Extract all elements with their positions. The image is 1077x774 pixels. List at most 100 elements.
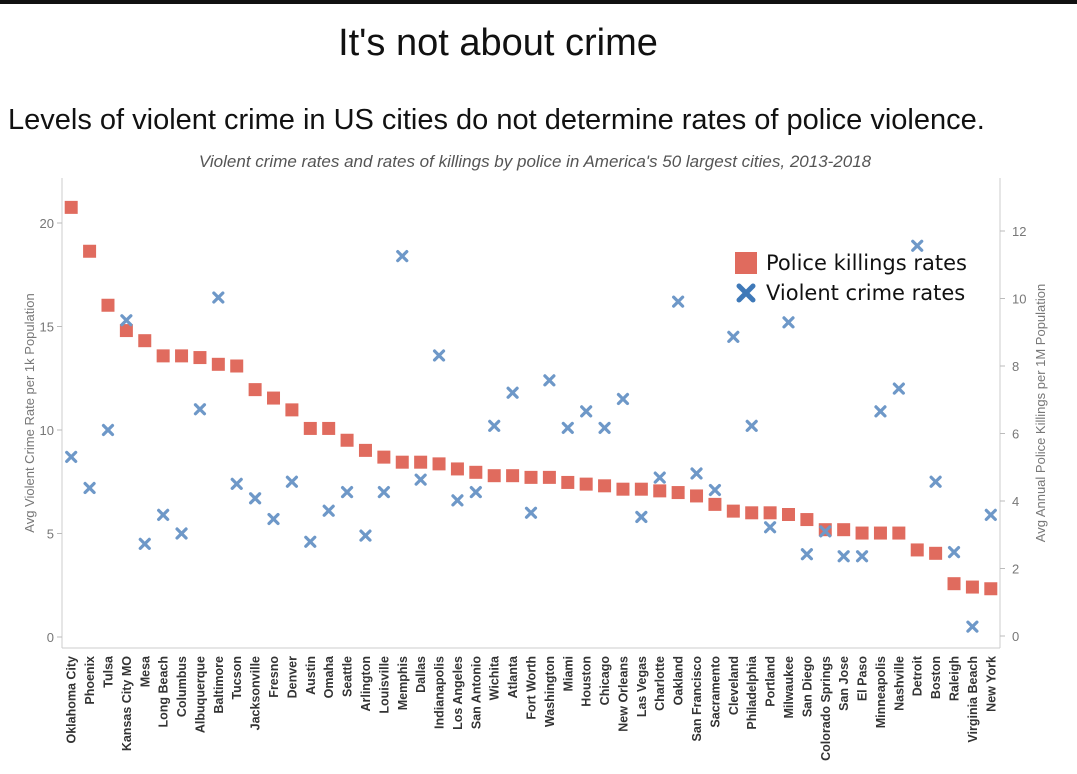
police-rate-square [653, 484, 667, 498]
x-tick-label: Albuquerque [193, 656, 207, 733]
police-rate-square [175, 349, 189, 363]
right-tick-label: 2 [1012, 562, 1019, 577]
x-tick-label: Detroit [911, 655, 925, 696]
chart-title: Violent crime rates and rates of killing… [198, 152, 872, 171]
x-tick-label: Fresno [267, 656, 281, 698]
x-tick-label: Colorado Springs [819, 656, 833, 761]
x-tick-label: Milwaukee [782, 656, 796, 719]
police-rate-square [322, 421, 336, 435]
crime-rate-x-marker [304, 535, 317, 548]
crime-rate-x-marker [947, 546, 961, 559]
x-tick-label: Sacramento [708, 656, 722, 728]
police-rate-square [837, 523, 851, 537]
crime-rate-x-marker [672, 295, 685, 308]
crime-rate-x-marker [984, 508, 997, 521]
x-tick-label: Columbus [175, 656, 189, 717]
crime-rate-x-marker [175, 527, 188, 540]
left-tick-label: 20 [40, 216, 54, 231]
right-tick-label: 6 [1012, 427, 1019, 442]
crime-rate-x-marker [157, 508, 170, 521]
police-rate-square [432, 457, 446, 471]
legend-label-crime: Violent crime rates [766, 281, 966, 305]
police-rate-square [910, 543, 924, 557]
police-rate-square [469, 465, 483, 479]
police-rate-square [671, 486, 685, 500]
crime-rate-x-marker [837, 550, 850, 563]
police-rate-square [487, 469, 501, 483]
x-tick-label: New York [984, 656, 998, 712]
crime-rate-x-marker [340, 486, 354, 499]
police-rate-square [708, 497, 722, 511]
legend-label-police: Police killings rates [766, 251, 967, 275]
police-rate-square [781, 508, 795, 521]
police-rate-square [64, 200, 78, 214]
x-tick-label: Phoenix [83, 656, 97, 705]
crime-rate-x-marker [524, 506, 538, 519]
right-tick-label: 0 [1012, 629, 1019, 644]
police-rate-square [690, 489, 704, 503]
x-tick-label: San Jose [837, 656, 851, 711]
police-rate-square [965, 580, 979, 594]
crime-rate-x-marker [727, 330, 740, 343]
police-rate-square [303, 421, 317, 435]
crime-rate-x-marker [616, 392, 630, 406]
crime-rate-x-marker [708, 483, 722, 497]
crime-rate-x-marker [230, 477, 243, 490]
right-tick-label: 12 [1012, 224, 1026, 239]
legend-square-marker [735, 252, 757, 274]
police-rate-square [855, 526, 869, 540]
x-tick-label: Long Beach [157, 656, 171, 728]
right-tick-label: 4 [1012, 494, 1019, 509]
police-rate-square [101, 298, 115, 312]
police-rate-square [285, 403, 299, 417]
crime-rate-x-marker [377, 486, 390, 499]
police-rate-square [800, 513, 814, 527]
legend-item-police: Police killings rates [735, 248, 967, 278]
crime-rate-x-marker [874, 405, 887, 418]
x-tick-label: Nashville [892, 656, 906, 711]
police-rate-square [561, 475, 575, 489]
police-rate-square [598, 479, 612, 493]
x-tick-label: Las Vegas [635, 656, 649, 717]
right-tick-label: 8 [1012, 359, 1019, 374]
crime-rate-x-marker [469, 486, 482, 499]
police-rate-square [726, 504, 740, 518]
x-tick-label: Tulsa [101, 655, 115, 688]
x-tick-label: Cleveland [727, 656, 741, 715]
x-tick-label: Chicago [598, 656, 612, 706]
top-border [0, 0, 1077, 4]
legend-item-crime: Violent crime rates [735, 278, 967, 308]
page-subtitle: Levels of violent crime in US cities do … [8, 104, 985, 136]
crime-rate-x-marker [322, 504, 335, 517]
left-tick-label: 10 [40, 423, 54, 438]
x-tick-label: Philadelphia [745, 655, 759, 730]
crime-rate-x-marker [506, 386, 519, 399]
x-tick-label: Jacksonville [249, 656, 263, 730]
left-tick-label: 5 [47, 527, 54, 542]
x-tick-label: Baltimore [212, 656, 226, 714]
x-tick-label: Memphis [396, 656, 410, 710]
police-rate-square [506, 469, 520, 483]
x-tick-label: Raleigh [948, 656, 962, 701]
police-rate-square [138, 334, 152, 348]
police-rate-square [450, 462, 464, 476]
crime-rate-x-marker [561, 421, 574, 435]
x-tick-label: San Francisco [690, 656, 704, 742]
police-rate-square [892, 526, 906, 540]
crime-rate-x-marker [782, 316, 795, 329]
x-tick-label: Indianapolis [433, 656, 447, 729]
x-tick-label: Miami [561, 656, 575, 691]
x-tick-label: Austin [304, 656, 318, 695]
page-title: It's not about crime [338, 22, 658, 64]
x-tick-label: Mesa [138, 655, 152, 687]
x-tick-label: Louisville [377, 656, 391, 714]
x-tick-label: Tucson [230, 656, 244, 700]
crime-rate-x-marker [763, 521, 777, 534]
crime-rate-x-marker [432, 349, 446, 362]
x-tick-label: Virginia Beach [966, 656, 980, 743]
police-rate-square [119, 324, 133, 338]
police-rate-square [248, 383, 262, 397]
crime-rate-x-marker [929, 475, 942, 488]
left-tick-label: 0 [47, 630, 54, 645]
